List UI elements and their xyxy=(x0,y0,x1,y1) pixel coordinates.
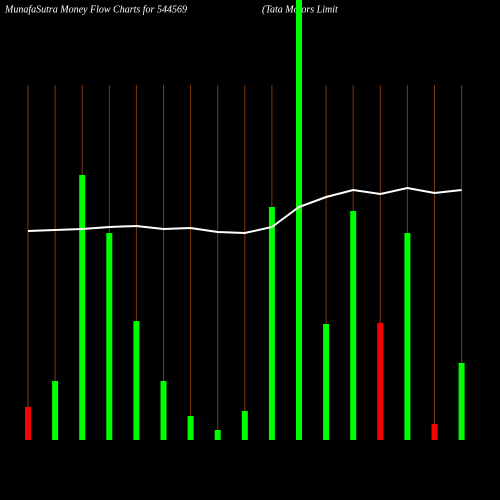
bar xyxy=(187,416,194,440)
bar xyxy=(377,323,384,440)
bars xyxy=(25,0,465,440)
bar xyxy=(241,411,248,440)
bar xyxy=(160,381,167,440)
bar xyxy=(214,430,221,440)
bar xyxy=(106,233,113,440)
line xyxy=(27,186,462,235)
bar xyxy=(133,321,140,440)
lines xyxy=(27,186,462,235)
bar xyxy=(52,381,59,440)
bar xyxy=(25,407,31,440)
bar xyxy=(458,363,465,440)
bar xyxy=(404,233,411,440)
guides xyxy=(27,85,463,440)
bar xyxy=(79,175,86,440)
bar xyxy=(350,211,357,440)
chart-title: MunafaSutra Money Flow Charts for 544569 xyxy=(4,4,187,15)
bar xyxy=(431,424,438,440)
bar xyxy=(268,207,275,440)
bar xyxy=(323,324,330,440)
bar xyxy=(296,0,302,440)
